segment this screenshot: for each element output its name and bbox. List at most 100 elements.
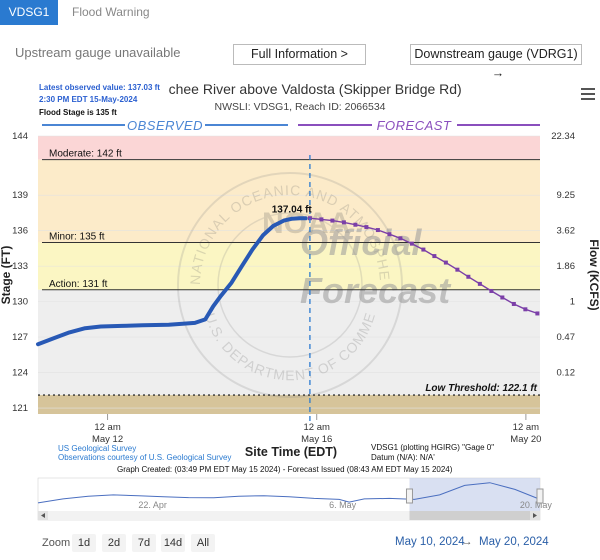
full-information-button[interactable]: Full Information > [233,44,366,65]
forecast-point [409,241,414,246]
y-tick-label: 124 [12,368,28,379]
arrow-right-icon: → [491,66,505,80]
y2-tick-label: 1.86 [557,261,576,272]
forecast-point [319,217,324,222]
x-tick-label-time: 12 am [304,422,330,433]
observed-series-line [36,216,308,347]
flood-zone-1 [38,159,540,243]
y-tick-label: 144 [12,131,28,142]
forecast-point [500,295,505,300]
threshold-label-moderate: Moderate: 142 ft [49,149,122,160]
y2-tick-label: 1 [570,297,575,308]
meta-plotting: VDSG1 (plotting HGIRG) "Gage 0" [371,443,494,452]
forecast-point [477,281,482,286]
y-tick-label: 139 [12,190,28,201]
y2-axis-title: Flow (KCFS) [587,239,600,310]
y-tick-label: 127 [12,332,28,343]
forecast-point [387,232,392,237]
info-time: 2:30 PM EDT 15-May-2024 [39,95,138,104]
threshold-lines: Moderate: 142 ft Minor: 135 ft Action: 131… [38,149,540,396]
y-tick-label: 121 [12,403,28,414]
flood-zone-4 [38,395,540,414]
forecast-point [375,228,380,233]
scrollbar-track[interactable] [38,511,540,520]
threshold-label-low: Low Threshold: 122.1 ft [425,383,537,394]
scroll-right-icon [533,513,537,518]
navigator-label-may6: 6. May [329,500,357,510]
forecast-point [330,218,335,223]
x-tick-label-date: May 12 [92,434,123,445]
zoom-2d-button[interactable]: 2d [102,534,126,552]
hamburger-menu-icon[interactable] [581,88,595,100]
tab-flood-warning[interactable]: Flood Warning [72,5,150,19]
range-arrow-icon: → [461,536,473,548]
forecast-point [443,260,448,265]
info-latest: Latest observed value: 137.03 ft [39,83,160,92]
zoom-14d-button[interactable]: 14d [161,534,185,552]
info-box [36,80,168,120]
y2-tick-label: 9.25 [557,190,576,201]
forecast-point [364,225,369,230]
forecast-point [466,274,471,279]
scrollbar-thumb[interactable] [409,511,530,520]
flood-zone-3 [38,289,540,396]
zoom-1d-button[interactable]: 1d [72,534,96,552]
y-tick-label: 136 [12,226,28,237]
flood-zones [38,136,540,414]
y2-tick-label: 22.34 [551,131,575,142]
graph-created: Graph Created: (03:49 PM EDT May 15 2024… [117,465,453,474]
zoom-label: Zoom [42,537,71,549]
y2-tick-label: 0.47 [557,332,576,343]
forecast-point [432,254,437,259]
navigator-label-apr22: 22. Apr [138,500,167,510]
flood-zone-0 [38,136,540,160]
forecast-point [489,288,494,293]
forecast-point [341,220,346,225]
y-tick-label: 130 [12,297,28,308]
range-navigator: 22. Apr 6. May 20. May [37,477,553,521]
navigator-handle-left[interactable] [405,488,413,504]
y2-tick-label: 3.62 [557,226,576,237]
navigator-label-may20: 20. May [520,500,553,510]
downstream-gauge-label: Downstream gauge (VDRG1) [414,47,578,61]
x-tick-label-date: May 16 [301,434,332,445]
y-tick-label: 133 [12,261,28,272]
forecast-point [523,307,528,312]
observed-label: OBSERVED [127,118,203,133]
range-from-date[interactable]: May 10, 2024 [395,536,465,548]
y2-tick-label: 0.12 [557,368,576,379]
upstream-gauge-text: Upstream gauge unavailable [15,45,181,60]
meta-datum: Datum (N/A): N/A' [371,453,435,462]
credit-observations: Observations courtesy of U.S. Geological… [58,453,231,462]
range-to-date[interactable]: May 20, 2024 [479,536,549,548]
zoom-7d-button[interactable]: 7d [132,534,156,552]
threshold-label-minor: Minor: 135 ft [49,231,105,242]
x-tick-label-time: 12 am [513,422,539,433]
forecast-point [421,247,426,252]
forecast-label: FORECAST [377,118,452,133]
threshold-label-action: Action: 131 ft [49,279,108,290]
info-flood-stage: Flood Stage is 135 ft [39,108,117,117]
credit-usgs: US Geological Survey [58,444,136,453]
x-axis-title: Site Time (EDT) [245,445,337,459]
forecast-point [455,267,460,272]
navigator-handle-right[interactable] [536,488,544,504]
forecast-point [511,301,516,306]
downstream-gauge-button[interactable]: Downstream gauge (VDRG1) → [410,44,582,80]
y-axis-title: Stage (FT) [0,246,13,305]
tab-bar: VDSG1 Flood Warning [0,0,600,25]
x-tick-label-time: 12 am [94,422,120,433]
watermark-forecast: Forecast [300,270,452,311]
y2-axis-ticks: 22.34 9.25 3.62 1.86 1 0.47 0.12 [551,131,575,379]
hydrograph-chart: NATIONAL OCEANIC AND ATMOSPHERIC ADMINIS… [0,75,600,521]
scroll-left-icon [41,513,45,518]
zoom-all-button[interactable]: All [191,534,215,552]
tab-vdsg1[interactable]: VDSG1 [0,0,58,25]
forecast-point [353,222,358,227]
chart-title: acoochee River above Valdosta (Skipper B… [138,81,461,97]
forecast-point [535,311,540,316]
zoom-controls: Zoom 1d 2d 7d 14d All May 10, 2024 → May… [0,534,600,552]
grid-lines [38,135,540,409]
y-axis-ticks: 121 124 127 130 133 136 139 144 [12,131,28,414]
